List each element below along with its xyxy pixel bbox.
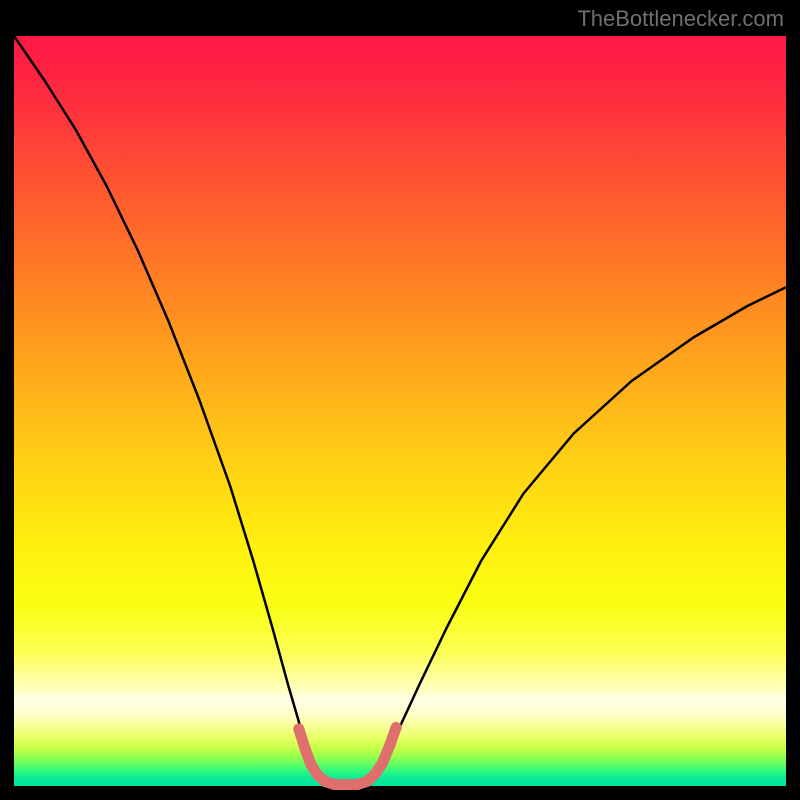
optimal-range-dot [391,722,402,733]
optimal-range-dot [377,758,388,769]
optimal-range-dot [369,769,380,780]
optimal-range-dot [305,758,316,769]
optimal-range-dot [329,779,340,790]
optimal-range-dot [300,743,311,754]
watermark-text: TheBottlenecker.com [577,6,784,32]
optimal-range-dot [293,724,304,735]
bottleneck-chart-svg [0,0,800,800]
optimal-range-dot [384,739,395,750]
plot-background [14,36,786,786]
optimal-range-dot [340,779,351,790]
chart-container: TheBottlenecker.com [0,0,800,800]
